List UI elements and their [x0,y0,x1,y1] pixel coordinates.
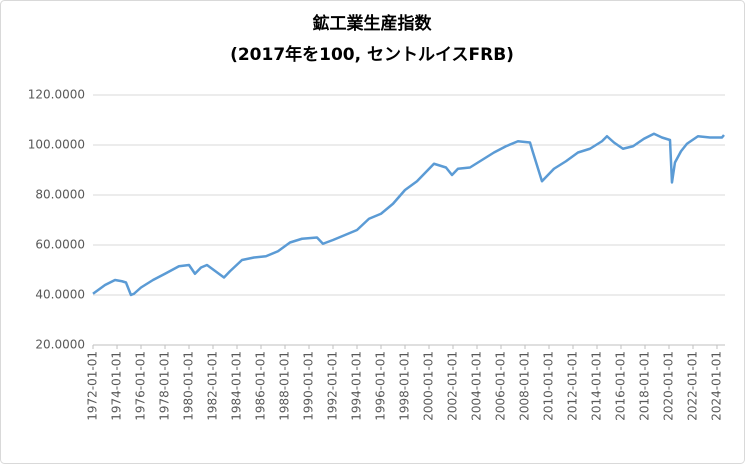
y-tick-label: 60.0000 [35,238,85,252]
x-tick-label: 2012-01-01 [565,351,579,421]
x-tick-label: 1986-01-01 [254,351,268,421]
x-tick-label: 2000-01-01 [421,351,435,421]
y-tick-label: 40.0000 [35,288,85,302]
x-tick-label: 2016-01-01 [613,351,627,421]
y-tick-label: 100.0000 [28,138,85,152]
x-tick-label: 1976-01-01 [133,351,147,421]
x-tick-label: 2010-01-01 [542,351,556,421]
x-tick-label: 1982-01-01 [206,351,220,421]
x-tick-label: 2020-01-01 [661,351,675,421]
x-tick-label: 1992-01-01 [325,351,339,421]
x-tick-label: 2022-01-01 [686,351,700,421]
x-tick-label: 1988-01-01 [277,351,291,421]
y-tick-label: 120.0000 [28,88,85,102]
x-tick-label: 2014-01-01 [590,351,604,421]
x-tick-label: 2006-01-01 [494,351,508,421]
series-line [92,132,725,297]
x-tick-label: 1980-01-01 [181,351,195,421]
x-tick-label: 2008-01-01 [517,351,531,421]
x-tick-label: 2002-01-01 [446,351,460,421]
x-tick-label: 1972-01-01 [86,351,100,421]
x-tick-label: 2018-01-01 [638,351,652,421]
chart-title: 鉱工業生産指数 [313,13,433,34]
x-tick-label: 1978-01-01 [158,351,172,421]
x-tick-label: 1994-01-01 [350,351,364,421]
x-tick-label: 2004-01-01 [469,351,483,421]
x-tick-label: 1998-01-01 [398,351,412,421]
x-tick-label: 1974-01-01 [110,351,124,421]
y-tick-label: 80.0000 [35,188,85,202]
y-tick-label: 20.0000 [35,338,85,352]
x-tick-label: 1990-01-01 [302,351,316,421]
x-tick-label: 1984-01-01 [229,351,243,421]
x-tick-label: 2024-01-01 [709,351,723,421]
x-tick-label: 1996-01-01 [373,351,387,421]
chart-subtitle: (2017年を100, セントルイスFRB) [230,44,514,65]
